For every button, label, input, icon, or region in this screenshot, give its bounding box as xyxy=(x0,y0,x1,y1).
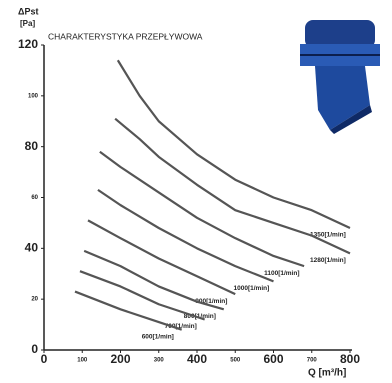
chart-title: CHARAKTERYSTYKA PRZEPŁYWOWA xyxy=(48,31,203,41)
x-tick-label: 0 xyxy=(41,352,48,366)
curve xyxy=(100,152,304,266)
chart: ΔPst [Pa] CHARAKTERYSTYKA PRZEPŁYWOWA Q … xyxy=(0,0,392,383)
x-tick-label: 100 xyxy=(77,358,88,364)
x-axis-label: Q [m³/h] xyxy=(308,368,346,379)
curve-label: 1000[1/min] xyxy=(234,285,270,292)
y-axis-unit: [Pa] xyxy=(20,19,35,28)
x-tick-label: 200 xyxy=(110,352,130,366)
y-tick-label: 120 xyxy=(18,37,38,51)
x-tick-label: 400 xyxy=(187,352,207,366)
curve-label: 1280[1/min] xyxy=(310,257,346,264)
y-tick-label: 0 xyxy=(31,342,38,356)
y-tick-label: 60 xyxy=(31,195,38,201)
y-tick-label: 40 xyxy=(25,241,39,255)
x-tick-label: 800 xyxy=(340,352,360,366)
y-tick-label: 20 xyxy=(31,297,38,303)
x-tick-label: 500 xyxy=(230,358,241,364)
curve xyxy=(75,292,182,330)
fan-illustration xyxy=(300,20,380,134)
curve-label: 900[1/min] xyxy=(195,298,227,305)
x-tick-label: 600 xyxy=(263,352,283,366)
y-axis-label: ΔPst xyxy=(18,6,38,16)
curve-label: 600[1/min] xyxy=(142,333,174,340)
curve xyxy=(118,60,350,228)
x-tick-label: 300 xyxy=(154,358,165,364)
curve-label: 1100[1/min] xyxy=(264,270,299,277)
x-tick-label: 700 xyxy=(307,358,318,364)
y-tick-label: 100 xyxy=(28,93,39,99)
y-tick-label: 80 xyxy=(25,139,39,153)
